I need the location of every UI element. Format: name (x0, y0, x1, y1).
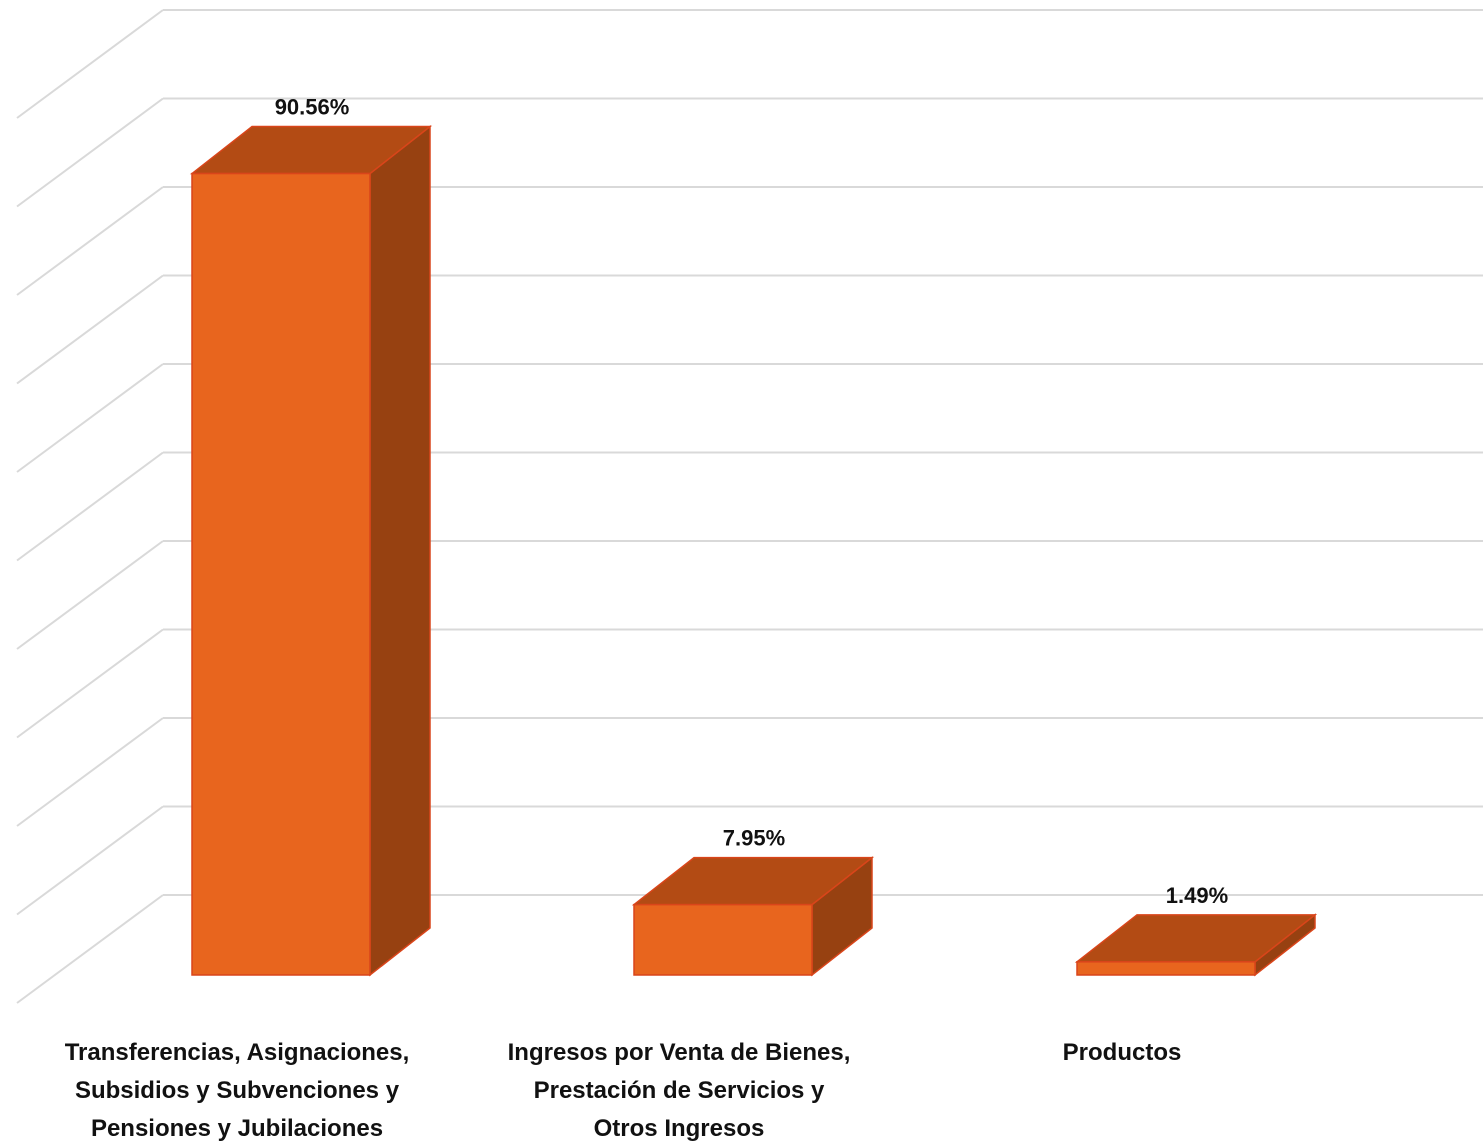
category-label: Transferencias, Asignaciones, (65, 1039, 410, 1066)
side-wall-gridline (16, 805, 164, 916)
bar (633, 903, 813, 976)
side-wall-gridline (16, 717, 164, 827)
side-wall-gridline (16, 363, 164, 473)
category-label: Subsidios y Subvenciones y (75, 1077, 400, 1104)
bar-side (369, 125, 431, 977)
data-label: 1.49% (1166, 883, 1228, 908)
side-wall-gridline (16, 540, 164, 650)
side-wall-gridline (16, 274, 164, 385)
category-label: Ingresos por Venta de Bienes, (508, 1039, 851, 1066)
side-wall-gridline (16, 97, 164, 208)
side-wall-gridline (16, 9, 164, 119)
chart-labels: 90.56% Transferencias, Asignaciones, Subsi… (65, 95, 1228, 1142)
side-wall-gridline (16, 628, 164, 739)
side-wall-gridline (16, 186, 164, 296)
data-label: 7.95% (723, 826, 785, 851)
data-label: 90.56% (275, 95, 350, 120)
side-wall-gridline (16, 451, 164, 562)
side-wall-gridline (16, 894, 164, 1004)
bar (1076, 961, 1256, 976)
category-label: Productos (1063, 1039, 1182, 1066)
category-label: Prestación de Servicios y (534, 1077, 825, 1104)
bar (191, 172, 371, 976)
category-label: Otros Ingresos (594, 1115, 765, 1142)
chart-bars (189, 125, 1318, 977)
category-label: Pensiones y Jubilaciones (91, 1115, 383, 1142)
